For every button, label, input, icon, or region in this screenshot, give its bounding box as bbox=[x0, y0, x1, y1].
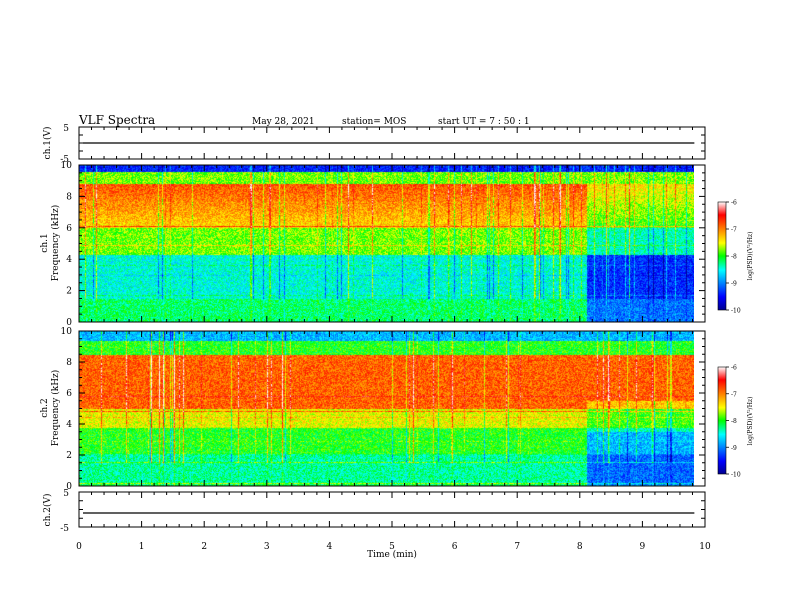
colorbar-tick-label: -6 bbox=[731, 200, 737, 207]
ch2-waveform-ytick-top: 5 bbox=[63, 489, 69, 499]
colorbar-tick-label: -9 bbox=[731, 281, 737, 288]
time-tick-label: 9 bbox=[640, 542, 646, 552]
time-tick-label: 1 bbox=[139, 542, 145, 552]
ch1-colorbar-ticks: -6 -7 -8 -9 -10 bbox=[726, 200, 741, 315]
ch2-spectrogram-ylabel: Frequency (kHz) bbox=[50, 370, 61, 447]
ch1-spectrogram-ticks: 0 2 4 6 8 10 bbox=[61, 161, 706, 328]
ch2-spectrogram-image-wrap bbox=[79, 331, 694, 486]
ch2-colorbar: -6 -7 -8 -9 -10 log(PSD)(V²/Hz) bbox=[717, 365, 754, 479]
ch1-spectrogram-ylabel-channel: ch.1 bbox=[40, 233, 50, 252]
ch1-spectrogram-ylabel: Frequency (kHz) bbox=[50, 205, 61, 282]
ch2-waveform-ylabel: ch.2(V) bbox=[42, 494, 53, 527]
ch2-colorbar-gradient bbox=[717, 366, 727, 475]
ch1-spectrogram-image-wrap bbox=[79, 165, 694, 322]
ch2-waveform-ytick-bottom: -5 bbox=[60, 524, 69, 534]
ch1-spectrogram-image bbox=[79, 165, 694, 322]
frequency-tick-label: 8 bbox=[66, 192, 72, 202]
colorbar-tick-label: -7 bbox=[731, 227, 737, 234]
frequency-tick-label: 0 bbox=[66, 318, 72, 328]
ch2-colorbar-label: log(PSD)(V²/Hz) bbox=[747, 397, 754, 446]
ch2-spectrogram-ylabel-channel: ch.2 bbox=[40, 398, 50, 417]
station-label: station= MOS bbox=[342, 117, 406, 127]
frequency-tick-label: 0 bbox=[66, 482, 72, 492]
ch1-colorbar-label: log(PSD)(V²/Hz) bbox=[747, 232, 754, 281]
colorbar-tick-label: -7 bbox=[731, 391, 737, 398]
ch2-colorbar-ticks: -6 -7 -8 -9 -10 bbox=[726, 365, 741, 479]
time-tick-label: 7 bbox=[514, 542, 520, 552]
time-tick-label: 0 bbox=[76, 542, 82, 552]
ch2-spectrogram-ticks: 0 2 4 6 8 10 bbox=[61, 327, 706, 492]
frequency-tick-label: 10 bbox=[61, 161, 73, 171]
time-tick-label: 5 bbox=[389, 542, 395, 552]
figure-title: VLF Spectra bbox=[78, 113, 155, 127]
ch1-colorbar-gradient bbox=[717, 201, 727, 311]
ch2-spectrogram-panel: 0 2 4 6 8 10 ch.2 Frequency (kHz) bbox=[40, 327, 706, 492]
time-tick-label: 10 bbox=[699, 542, 711, 552]
ch1-waveform-ticks bbox=[78, 126, 706, 160]
ch2-spectrogram-image bbox=[79, 331, 694, 486]
frequency-tick-label: 2 bbox=[66, 451, 72, 461]
time-tick-label: 6 bbox=[452, 542, 458, 552]
frequency-tick-label: 8 bbox=[66, 358, 72, 368]
colorbar-tick-label: -8 bbox=[731, 254, 737, 261]
frequency-tick-label: 10 bbox=[61, 327, 73, 337]
ch1-waveform-ytick-bottom: -5 bbox=[60, 155, 69, 165]
ch1-spectrogram-panel: 0 2 4 6 8 10 ch.1 Frequency (kHz) bbox=[40, 161, 706, 328]
ch1-waveform-ylabel: ch.1(V) bbox=[42, 127, 53, 160]
frequency-tick-label: 6 bbox=[66, 389, 72, 399]
frequency-tick-label: 4 bbox=[66, 420, 72, 430]
colorbar-tick-label: -10 bbox=[731, 472, 741, 479]
time-tick-label: 8 bbox=[577, 542, 583, 552]
frequency-tick-label: 2 bbox=[66, 287, 72, 297]
x-axis-label: Time (min) bbox=[367, 549, 417, 560]
ch1-colorbar: -6 -7 -8 -9 -10 log(PSD)(V²/Hz) bbox=[717, 200, 754, 315]
frequency-tick-label: 6 bbox=[66, 224, 72, 234]
time-tick-label: 3 bbox=[264, 542, 270, 552]
ch1-waveform-ytick-top: 5 bbox=[63, 124, 69, 134]
start-time-label: start UT = 7 : 50 : 1 bbox=[438, 117, 530, 127]
time-tick-label: 4 bbox=[327, 542, 333, 552]
x-axis-tick-labels: 0 1 2 3 4 5 6 7 8 9 10 bbox=[76, 542, 711, 552]
date-label: May 28, 2021 bbox=[252, 117, 315, 127]
colorbar-tick-label: -10 bbox=[731, 308, 741, 315]
ch1-waveform-panel: 5 -5 ch.1(V) bbox=[42, 124, 706, 165]
ch2-waveform-ticks bbox=[78, 491, 706, 528]
colorbar-tick-label: -6 bbox=[731, 365, 737, 372]
colorbar-tick-label: -8 bbox=[731, 418, 737, 425]
frequency-tick-label: 4 bbox=[66, 255, 72, 265]
time-tick-label: 2 bbox=[201, 542, 207, 552]
colorbar-tick-label: -9 bbox=[731, 445, 737, 452]
ch2-waveform-panel: 5 -5 ch.2(V) bbox=[42, 489, 706, 534]
